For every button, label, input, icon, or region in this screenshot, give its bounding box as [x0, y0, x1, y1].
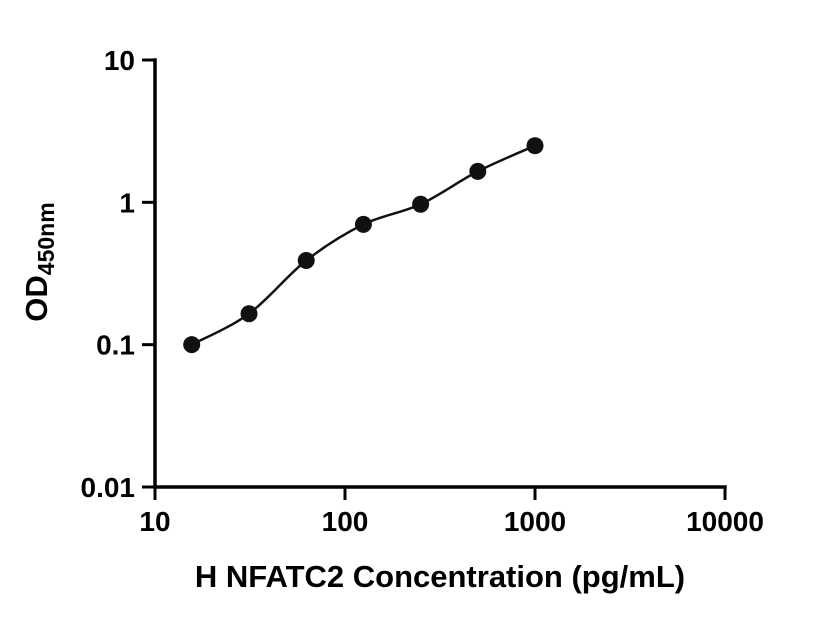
y-tick-label: 10 [104, 45, 135, 76]
x-tick-label: 100 [322, 506, 369, 537]
y-axis-title-subscript: 450nm [33, 202, 59, 275]
plot-area: 10 100 1000 10000 10 1 0.1 0.01 [81, 45, 764, 537]
axes-lines [153, 58, 727, 489]
x-tick-label: 10000 [686, 506, 764, 537]
data-point [354, 215, 372, 233]
x-tick-label: 10 [139, 506, 170, 537]
data-point [469, 162, 487, 180]
y-axis-title: OD450nm [19, 202, 59, 321]
data-point [526, 137, 544, 155]
y-tick-label: 0.1 [96, 330, 135, 361]
x-axis-title: H NFATC2 Concentration (pg/mL) [195, 559, 685, 594]
x-tick-label: 1000 [504, 506, 566, 537]
y-tick-label: 0.01 [81, 472, 136, 503]
data-point [183, 336, 201, 354]
data-point [297, 252, 315, 270]
data-point [412, 195, 430, 213]
y-axis-title-main: OD [19, 275, 54, 322]
data-point [240, 305, 258, 323]
y-tick-label: 1 [119, 187, 135, 218]
